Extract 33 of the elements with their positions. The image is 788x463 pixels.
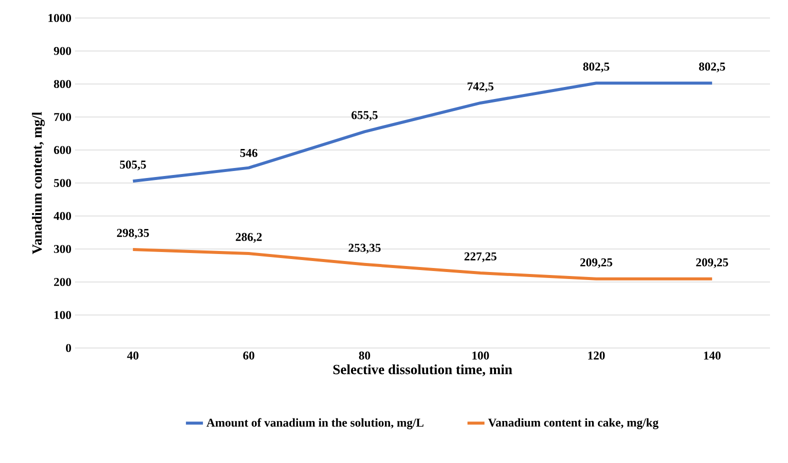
data-label: 209,25 — [580, 258, 612, 268]
y-tick-label: 300 — [54, 244, 72, 254]
y-tick-label: 700 — [54, 112, 72, 122]
y-tick-label: 200 — [54, 278, 72, 286]
y-tick-label: 900 — [54, 46, 72, 56]
data-label: 655,5 — [352, 111, 378, 121]
data-label: 802,5 — [583, 62, 610, 72]
y-tick-label: 800 — [54, 80, 72, 88]
x-tick-label: 140 — [704, 352, 721, 360]
x-tick-label: 120 — [588, 352, 605, 360]
y-tick-label: 600 — [54, 146, 72, 154]
data-label: 505,5 — [120, 160, 146, 170]
y-tick-label: 400 — [54, 212, 72, 220]
legend-label: Amount of vanadium in the solution, mg/L — [206, 418, 424, 430]
x-tick-label: 80 — [359, 352, 370, 360]
data-label: 802,5 — [699, 62, 726, 72]
legend-label: Vanadium content in cake, mg/kg — [488, 418, 658, 430]
y-tick-label: 100 — [54, 310, 72, 320]
y-axis-title: Vanadium content, mg/l — [32, 112, 45, 254]
data-label: 227,25 — [464, 252, 496, 262]
x-tick-label: 60 — [243, 352, 254, 360]
y-tick-label: 0 — [66, 344, 72, 352]
x-tick-label: 40 — [127, 352, 138, 360]
data-label: 209,25 — [696, 258, 728, 268]
data-label: 742,5 — [468, 82, 494, 92]
data-label: 546 — [240, 148, 258, 157]
data-label: 253,35 — [348, 244, 381, 254]
x-tick-label: 100 — [472, 352, 489, 360]
data-label: 286,2 — [236, 232, 262, 243]
data-label: 298,35 — [116, 228, 149, 239]
y-tick-label: 500 — [54, 178, 72, 188]
y-tick-label: 1000 — [48, 14, 72, 22]
x-axis-title: Selective dissolution time, min — [333, 364, 512, 376]
